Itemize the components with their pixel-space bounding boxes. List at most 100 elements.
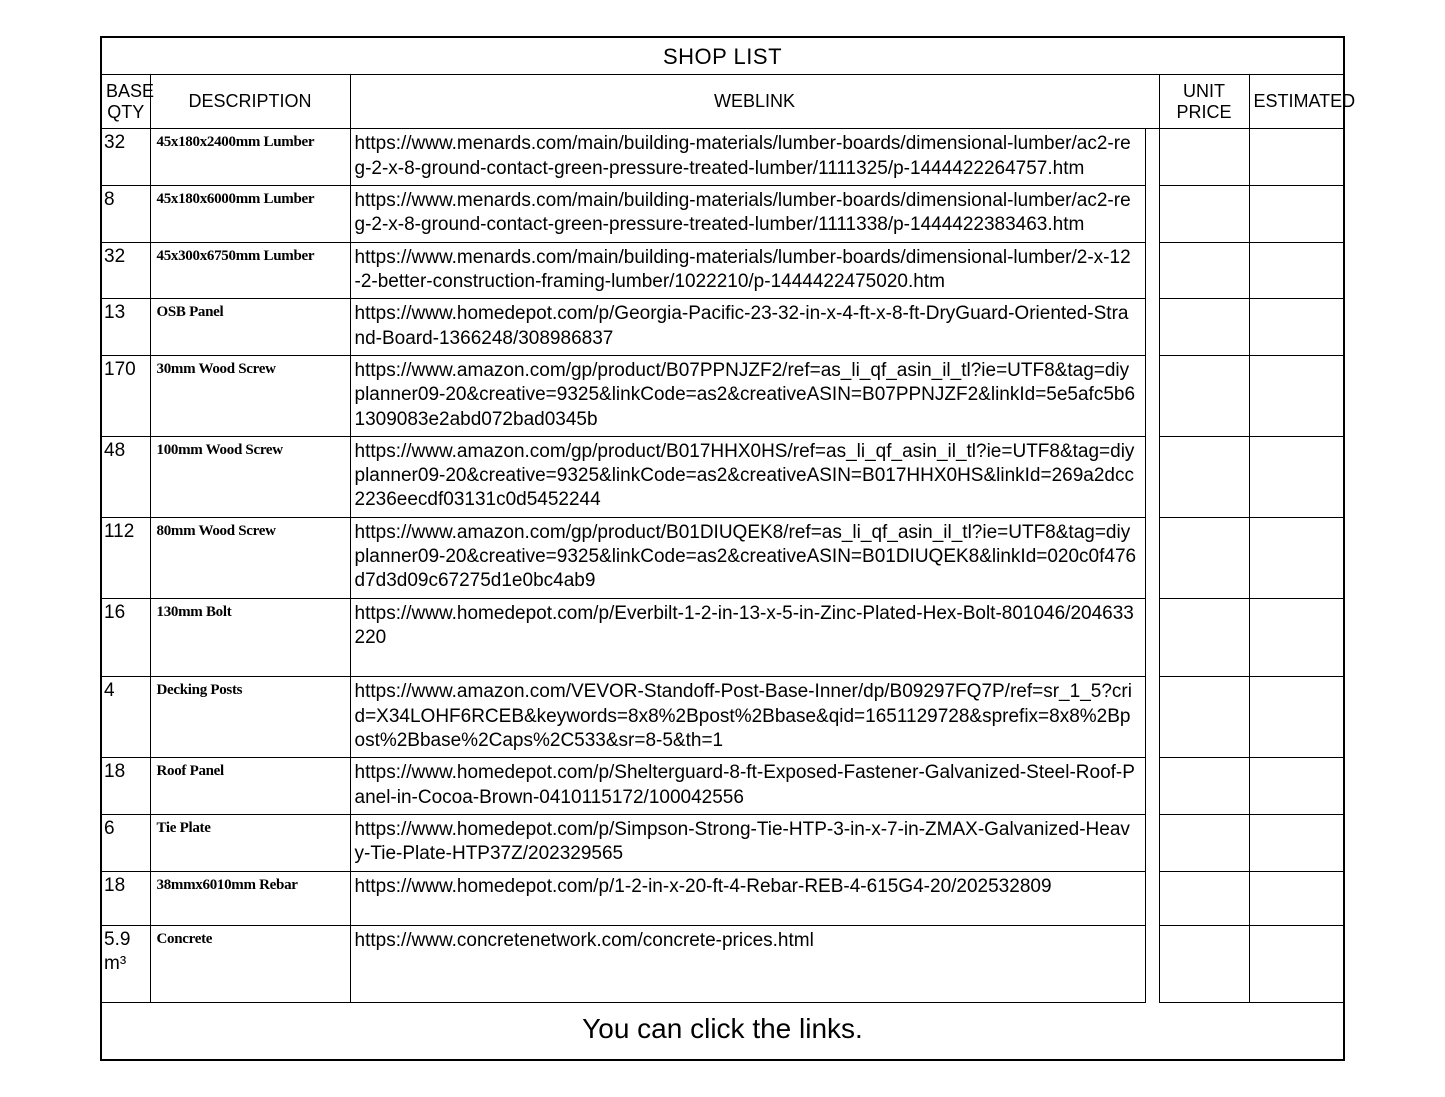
cell-unit-price [1159, 242, 1249, 299]
cell-weblink: https://www.menards.com/main/building-ma… [350, 186, 1145, 243]
cell-qty: 18 [102, 758, 150, 815]
cell-unit-price [1159, 598, 1249, 677]
cell-unit-price [1159, 436, 1249, 517]
cell-gap [1145, 598, 1159, 677]
cell-description: Decking Posts [150, 677, 350, 758]
cell-description: Tie Plate [150, 814, 350, 871]
page: SHOP LIST BASEQTY DESCRIPTION WEBLINK UN… [0, 0, 1445, 1097]
cell-qty: 170 [102, 355, 150, 436]
table-row: 3245x180x2400mm Lumberhttps://www.menard… [102, 129, 1343, 186]
table-row: 48100mm Wood Screwhttps://www.amazon.com… [102, 436, 1343, 517]
table-row: 13OSB Panelhttps://www.homedepot.com/p/G… [102, 299, 1343, 356]
cell-qty: 16 [102, 598, 150, 677]
cell-estimated [1249, 186, 1343, 243]
cell-weblink: https://www.amazon.com/gp/product/B07PPN… [350, 355, 1145, 436]
cell-estimated [1249, 299, 1343, 356]
table-row: 4Decking Postshttps://www.amazon.com/VEV… [102, 677, 1343, 758]
cell-qty: 13 [102, 299, 150, 356]
cell-gap [1145, 355, 1159, 436]
cell-unit-price [1159, 814, 1249, 871]
cell-estimated [1249, 814, 1343, 871]
weblink[interactable]: https://www.amazon.com/gp/product/B017HH… [355, 441, 1135, 511]
cell-weblink: https://www.homedepot.com/p/Shelterguard… [350, 758, 1145, 815]
weblink[interactable]: https://www.concretenetwork.com/concrete… [355, 930, 814, 951]
weblink[interactable]: https://www.amazon.com/gp/product/B07PPN… [355, 360, 1136, 430]
cell-gap [1145, 436, 1159, 517]
cell-estimated [1249, 355, 1343, 436]
cell-estimated [1249, 925, 1343, 1003]
cell-estimated [1249, 129, 1343, 186]
cell-weblink: https://www.homedepot.com/p/Georgia-Paci… [350, 299, 1145, 356]
table-row: 1838mmx6010mm Rebarhttps://www.homedepot… [102, 871, 1343, 925]
table-row: 11280mm Wood Screwhttps://www.amazon.com… [102, 517, 1343, 598]
col-base-qty: BASEQTY [102, 75, 150, 129]
cell-unit-price [1159, 355, 1249, 436]
cell-gap [1145, 517, 1159, 598]
cell-weblink: https://www.homedepot.com/p/Everbilt-1-2… [350, 598, 1145, 677]
cell-description: 100mm Wood Screw [150, 436, 350, 517]
cell-gap [1145, 814, 1159, 871]
cell-estimated [1249, 242, 1343, 299]
weblink[interactable]: https://www.amazon.com/gp/product/B01DIU… [355, 522, 1137, 592]
cell-qty: 18 [102, 871, 150, 925]
weblink[interactable]: https://www.menards.com/main/building-ma… [355, 247, 1131, 292]
cell-qty: 4 [102, 677, 150, 758]
shop-list-container: SHOP LIST BASEQTY DESCRIPTION WEBLINK UN… [100, 36, 1345, 1061]
cell-unit-price [1159, 758, 1249, 815]
cell-description: Concrete [150, 925, 350, 1003]
cell-estimated [1249, 871, 1343, 925]
weblink[interactable]: https://www.menards.com/main/building-ma… [355, 133, 1131, 178]
table-row: 16130mm Bolthttps://www.homedepot.com/p/… [102, 598, 1343, 677]
col-estimated: ESTIMATED [1249, 75, 1343, 129]
cell-estimated [1249, 517, 1343, 598]
cell-qty: 48 [102, 436, 150, 517]
table-row: 18Roof Panelhttps://www.homedepot.com/p/… [102, 758, 1343, 815]
cell-weblink: https://www.concretenetwork.com/concrete… [350, 925, 1145, 1003]
cell-unit-price [1159, 186, 1249, 243]
table-row: 5.9m³Concretehttps://www.concretenetwork… [102, 925, 1343, 1003]
cell-unit-price [1159, 299, 1249, 356]
weblink[interactable]: https://www.homedepot.com/p/1-2-in-x-20-… [355, 876, 1052, 897]
cell-unit-price [1159, 129, 1249, 186]
cell-estimated [1249, 677, 1343, 758]
cell-description: 80mm Wood Screw [150, 517, 350, 598]
col-description: DESCRIPTION [150, 75, 350, 129]
cell-unit-price [1159, 517, 1249, 598]
cell-description: 45x300x6750mm Lumber [150, 242, 350, 299]
cell-qty: 8 [102, 186, 150, 243]
cell-gap [1145, 129, 1159, 186]
weblink[interactable]: https://www.homedepot.com/p/Simpson-Stro… [355, 819, 1130, 864]
cell-gap [1145, 299, 1159, 356]
cell-gap [1145, 242, 1159, 299]
cell-estimated [1249, 758, 1343, 815]
cell-weblink: https://www.menards.com/main/building-ma… [350, 129, 1145, 186]
cell-description: 130mm Bolt [150, 598, 350, 677]
table-body: 3245x180x2400mm Lumberhttps://www.menard… [102, 129, 1343, 1003]
cell-unit-price [1159, 925, 1249, 1003]
shop-list-table: BASEQTY DESCRIPTION WEBLINK UNITPRICE ES… [102, 75, 1343, 1003]
weblink[interactable]: https://www.homedepot.com/p/Shelterguard… [355, 762, 1135, 807]
weblink[interactable]: https://www.homedepot.com/p/Everbilt-1-2… [355, 603, 1134, 648]
table-row: 845x180x6000mm Lumberhttps://www.menards… [102, 186, 1343, 243]
cell-description: 45x180x2400mm Lumber [150, 129, 350, 186]
cell-description: 38mmx6010mm Rebar [150, 871, 350, 925]
cell-estimated [1249, 598, 1343, 677]
footer-note: You can click the links. [102, 1003, 1343, 1059]
cell-weblink: https://www.amazon.com/VEVOR-Standoff-Po… [350, 677, 1145, 758]
cell-unit-price [1159, 677, 1249, 758]
cell-description: 45x180x6000mm Lumber [150, 186, 350, 243]
weblink[interactable]: https://www.amazon.com/VEVOR-Standoff-Po… [355, 681, 1132, 751]
cell-qty: 6 [102, 814, 150, 871]
table-row: 3245x300x6750mm Lumberhttps://www.menard… [102, 242, 1343, 299]
cell-gap [1145, 186, 1159, 243]
cell-gap [1145, 758, 1159, 815]
table-title: SHOP LIST [102, 38, 1343, 75]
cell-qty: 32 [102, 129, 150, 186]
cell-weblink: https://www.amazon.com/gp/product/B017HH… [350, 436, 1145, 517]
cell-description: OSB Panel [150, 299, 350, 356]
col-unit-price: UNITPRICE [1159, 75, 1249, 129]
table-header: BASEQTY DESCRIPTION WEBLINK UNITPRICE ES… [102, 75, 1343, 129]
weblink[interactable]: https://www.homedepot.com/p/Georgia-Paci… [355, 303, 1129, 348]
cell-weblink: https://www.homedepot.com/p/1-2-in-x-20-… [350, 871, 1145, 925]
weblink[interactable]: https://www.menards.com/main/building-ma… [355, 190, 1131, 235]
